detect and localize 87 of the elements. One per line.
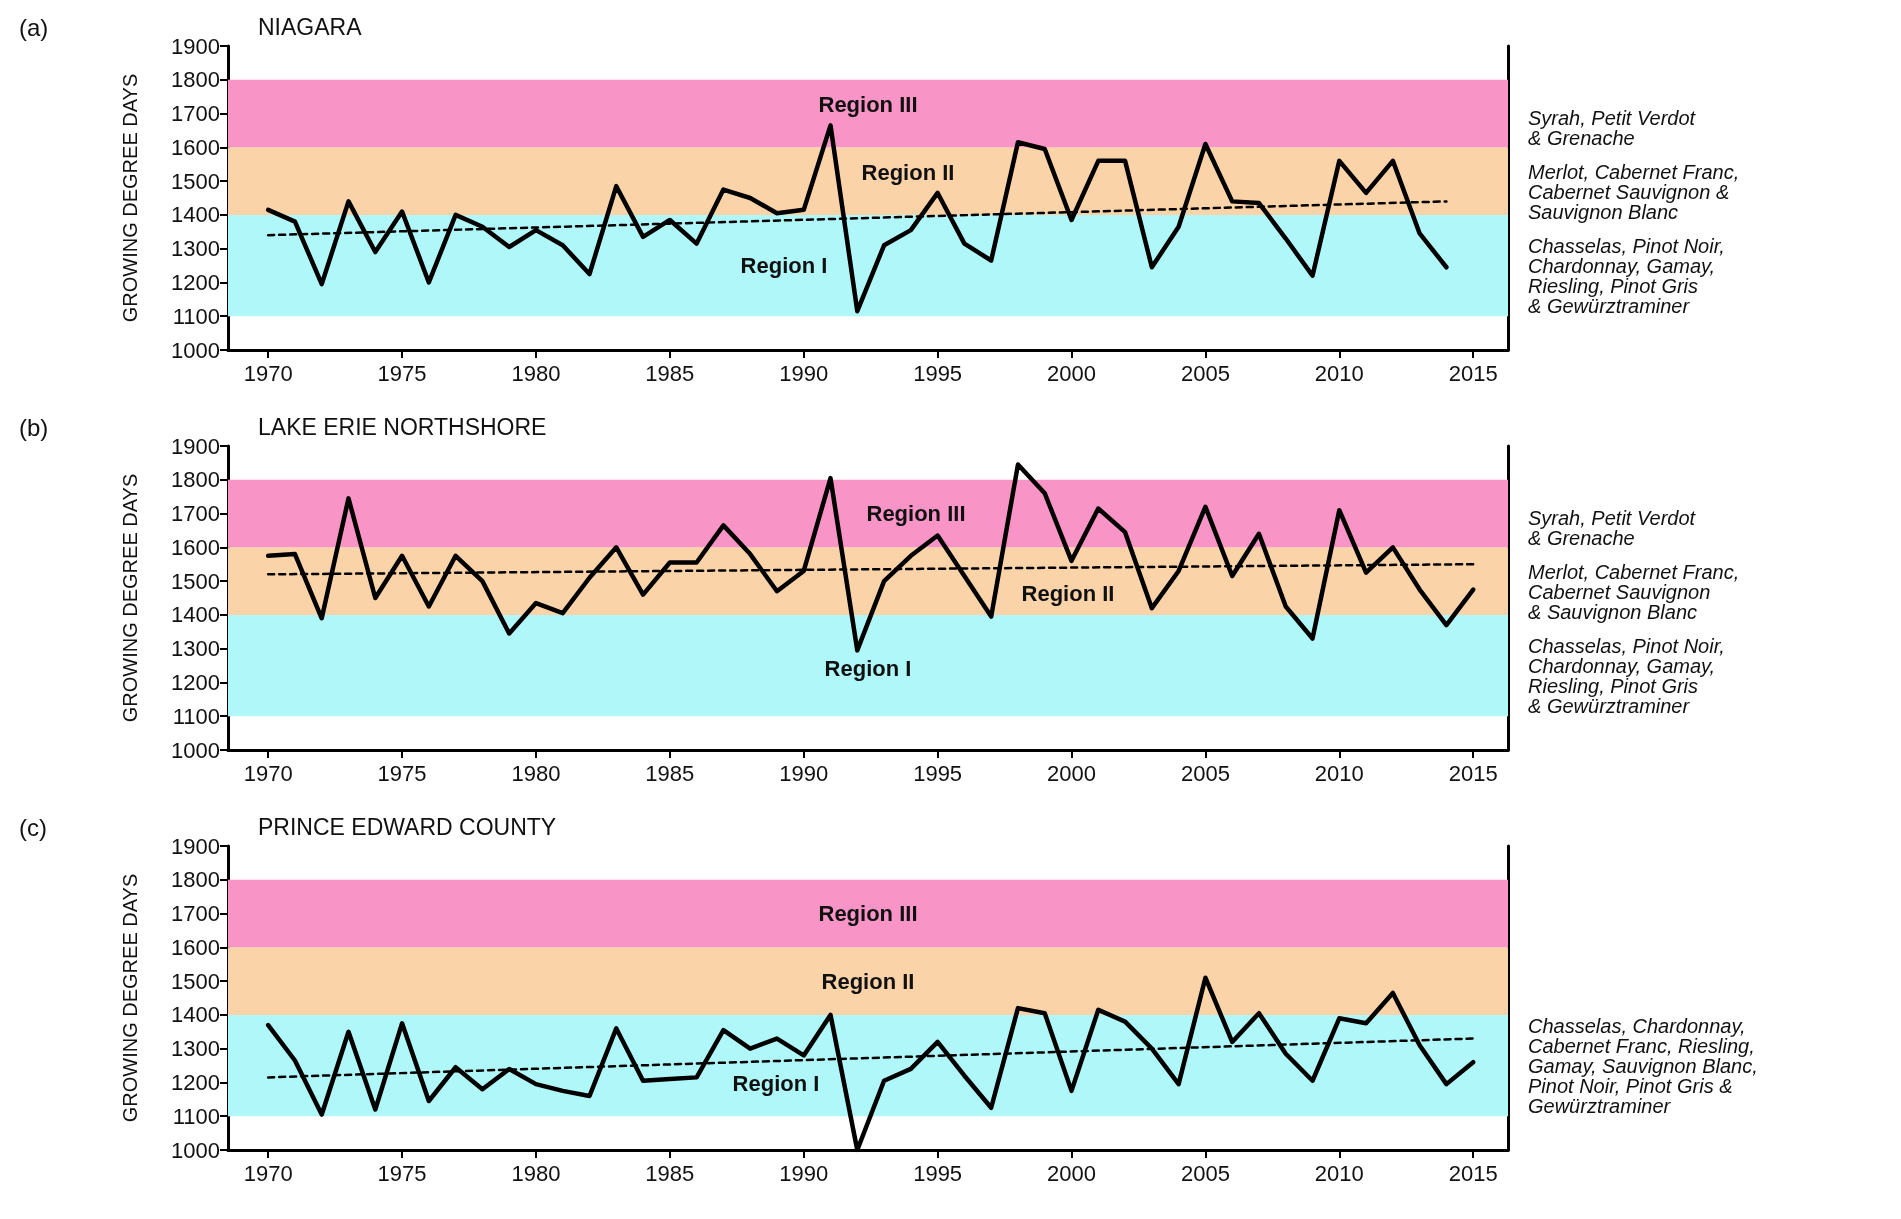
band-label: Region I (740, 253, 828, 279)
y-tick-label: 1000 (171, 737, 220, 763)
x-tick-label: 2015 (1448, 760, 1498, 786)
chart-title: PRINCE EDWARD COUNTY (258, 813, 557, 840)
x-tick-label: 2005 (1180, 360, 1230, 386)
x-tick-label: 1970 (243, 760, 293, 786)
text: (a) (19, 13, 49, 41)
y-tick-label: 1900 (171, 833, 220, 859)
x-tick-label: 1970 (243, 360, 293, 386)
y-tick-label: 1100 (172, 1103, 220, 1129)
x-tick-label: 2010 (1314, 360, 1364, 386)
x-tick-label: 1975 (377, 760, 427, 786)
x-tick-label: 1970 (243, 1160, 293, 1186)
line-series (265, 123, 1449, 314)
y-tick-label: 1500 (171, 168, 220, 194)
text: Chasselas, Pinot Noir, Chardonnay, Gamay, Riesling, Pinot Gris & Gewürztraminer (1528, 635, 1725, 718)
x-tick-label: 2000 (1047, 1160, 1096, 1186)
x-tick-label: 1990 (779, 1160, 829, 1186)
text: (c) (19, 813, 47, 841)
x-tick-label: 2000 (1047, 760, 1096, 786)
line-series (265, 462, 1476, 653)
y-tick-label: 1200 (171, 1069, 220, 1095)
y-tick-label: 1400 (171, 202, 220, 228)
y-axis-title: GROWING DEGREE DAYS (119, 473, 141, 723)
x-tick-label: 1975 (377, 360, 427, 386)
y-tick-label: 1300 (171, 636, 220, 662)
text: Chasselas, Pinot Noir, Chardonnay, Gamay, Riesling, Pinot Gris & Gewürztraminer (1528, 235, 1725, 318)
y-tick-label: 1300 (171, 1036, 220, 1062)
x-tick-label: 2000 (1047, 360, 1096, 386)
text: Chasselas, Chardonnay, Cabernet Franc, Riesling, Gamay, Sauvignon Blanc, Pinot Noir, Pinot Gris & Gewürztraminer (1528, 1015, 1758, 1118)
x-tick-label: 1980 (511, 360, 561, 386)
y-tick-label: 1800 (171, 867, 220, 893)
y-tick-label: 1800 (171, 467, 220, 493)
band-label: Region III (818, 92, 918, 118)
band-label: Region I (824, 656, 912, 682)
y-tick-label: 1200 (171, 269, 220, 295)
x-tick-label: 2005 (1180, 1160, 1230, 1186)
y-tick-label: 1700 (171, 501, 220, 527)
y-tick-label: 1000 (171, 1137, 220, 1163)
text: Syrah, Petit Verdot & Grenache (1528, 507, 1697, 550)
band-label: Region III (866, 501, 966, 527)
x-tick-label: 1995 (913, 360, 963, 386)
band-label: Region I (732, 1071, 820, 1097)
y-axis-title: GROWING DEGREE DAYS (119, 873, 141, 1123)
y-tick-label: 1400 (171, 1002, 220, 1028)
y-tick-label: 1600 (171, 134, 220, 160)
y-tick-label: 1100 (172, 303, 220, 329)
y-tick-label: 1500 (171, 968, 220, 994)
x-tick-label: 2015 (1448, 1160, 1498, 1186)
x-tick-label: 1980 (511, 760, 561, 786)
y-tick-label: 1300 (171, 236, 220, 262)
y-tick-label: 1800 (171, 67, 220, 93)
chart-title: LAKE ERIE NORTHSHORE (258, 413, 547, 440)
x-tick-label: 1995 (913, 760, 963, 786)
band-label: Region II (1021, 580, 1115, 606)
x-tick-label: 2005 (1180, 760, 1230, 786)
y-tick-label: 1400 (171, 602, 220, 628)
y-tick-label: 1000 (171, 337, 220, 363)
y-tick-label: 1200 (171, 669, 220, 695)
chart-title: NIAGARA (258, 13, 363, 40)
y-axis-title: GROWING DEGREE DAYS (119, 73, 141, 323)
text: (b) (19, 413, 49, 441)
x-tick-label: 1975 (377, 1160, 427, 1186)
y-tick-label: 1900 (171, 433, 220, 459)
y-tick-label: 1600 (171, 534, 220, 560)
y-tick-label: 1900 (171, 33, 220, 59)
y-tick-label: 1700 (171, 901, 220, 927)
x-tick-label: 2010 (1314, 760, 1364, 786)
y-tick-label: 1600 (171, 934, 220, 960)
y-tick-label: 1100 (172, 703, 220, 729)
y-tick-label: 1500 (171, 568, 220, 594)
x-tick-label: 1980 (511, 1160, 561, 1186)
text: Merlot, Cabernet Franc, Cabernet Sauvignon & Sauvignon Blanc (1528, 161, 1740, 224)
x-tick-label: 1990 (779, 360, 829, 386)
text: Merlot, Cabernet Franc, Cabernet Sauvignon & Sauvignon Blanc (1528, 561, 1740, 624)
x-tick-label: 2010 (1314, 1160, 1364, 1186)
x-tick-label: 1985 (645, 760, 695, 786)
band-label: Region II (821, 968, 915, 994)
y-tick-label: 1700 (171, 101, 220, 127)
x-tick-label: 1995 (913, 1160, 963, 1186)
x-tick-label: 1985 (645, 1160, 695, 1186)
x-tick-label: 1990 (779, 760, 829, 786)
x-tick-label: 2015 (1448, 360, 1498, 386)
x-tick-label: 1985 (645, 360, 695, 386)
band-label: Region III (818, 901, 918, 927)
text: Syrah, Petit Verdot & Grenache (1528, 107, 1697, 150)
band-label: Region II (861, 159, 955, 185)
